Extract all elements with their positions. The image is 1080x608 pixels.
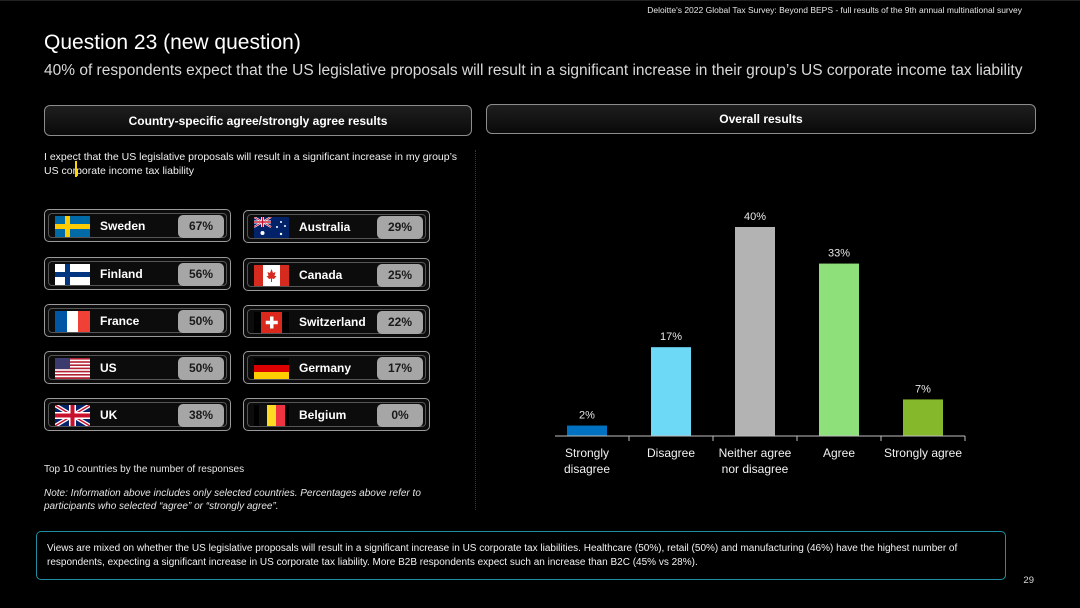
country-card-switzerland: Switzerland 22% xyxy=(243,305,430,338)
page-title: Question 23 (new question) xyxy=(44,31,301,54)
country-name: Finland xyxy=(100,267,143,281)
us-flag-icon xyxy=(55,358,90,379)
bar-value-label: 17% xyxy=(660,331,682,343)
bar-value-label: 7% xyxy=(915,383,931,395)
country-percentage: 22% xyxy=(377,311,423,334)
country-card-finland: Finland 56% xyxy=(44,257,231,290)
category-label: Neither agree nor disagree xyxy=(719,446,792,476)
germany-flag-icon xyxy=(254,358,289,379)
country-card-australia: Australia 29% xyxy=(243,210,430,243)
country-card-uk: UK 38% xyxy=(44,398,231,431)
country-name: Canada xyxy=(299,268,343,282)
country-name: US xyxy=(100,361,117,375)
country-card-us: US 50% xyxy=(44,351,231,384)
country-card-germany: Germany 17% xyxy=(243,351,430,384)
country-name: UK xyxy=(100,408,118,422)
bar-strongly-agree xyxy=(903,399,943,436)
page-number: 29 xyxy=(1023,575,1034,586)
country-percentage: 17% xyxy=(377,357,423,380)
top-countries-note: Top 10 countries by the number of respon… xyxy=(44,464,245,475)
overall-results-chart: 2% Strongly disagree 17% Disagree 40% Neither … xyxy=(555,211,966,476)
text-cursor xyxy=(75,161,77,177)
summary-box: Views are mixed on whether the US legisl… xyxy=(36,531,1006,580)
bar-strongly-disagree xyxy=(567,425,607,436)
question-text: I expect that the US legislative proposa… xyxy=(44,151,458,177)
bar-agree xyxy=(819,263,859,436)
category-label: Strongly disagree xyxy=(564,446,610,476)
category-label: Disagree xyxy=(647,446,695,460)
summary-text: Views are mixed on whether the US legisl… xyxy=(47,543,958,568)
country-results-header: Country-specific agree/strongly agree re… xyxy=(44,105,472,136)
country-name: Belgium xyxy=(299,408,347,422)
finland-flag-icon xyxy=(55,264,90,285)
country-percentage: 50% xyxy=(178,357,224,380)
bar-value-label: 40% xyxy=(744,211,766,223)
country-percentage: 25% xyxy=(377,264,423,287)
uk-flag-icon xyxy=(55,405,90,426)
belgium-flag-icon xyxy=(254,405,289,426)
sweden-flag-icon xyxy=(55,216,90,237)
canada-flag-icon xyxy=(254,265,289,286)
country-percentage: 38% xyxy=(178,404,224,427)
bar-value-label: 33% xyxy=(828,248,850,260)
country-name: France xyxy=(100,314,140,328)
page-subtitle: 40% of respondents expect that the US le… xyxy=(44,62,1023,79)
country-card-sweden: Sweden 67% xyxy=(44,209,231,242)
country-name: Germany xyxy=(299,361,352,375)
country-card-france: France 50% xyxy=(44,304,231,337)
report-topline: Deloitte's 2022 Global Tax Survey: Beyon… xyxy=(647,5,1022,15)
top-rule xyxy=(0,0,1080,1)
france-flag-icon xyxy=(55,311,90,332)
country-name: Switzerland xyxy=(299,315,366,329)
australia-flag-icon xyxy=(254,217,289,238)
country-name: Sweden xyxy=(100,219,146,233)
country-percentage: 67% xyxy=(178,215,224,238)
bar-disagree xyxy=(651,347,691,436)
overall-results-header: Overall results xyxy=(486,104,1036,134)
country-card-canada: Canada 25% xyxy=(243,258,430,291)
category-label: Agree xyxy=(823,446,855,460)
selection-note: Note: Information above includes only se… xyxy=(44,488,421,512)
panel-divider xyxy=(475,150,476,510)
bar-value-label: 2% xyxy=(579,410,595,422)
bar-neither-agree-nor-disagree xyxy=(735,227,775,436)
country-percentage: 50% xyxy=(178,310,224,333)
country-name: Australia xyxy=(299,220,351,234)
country-card-belgium: Belgium 0% xyxy=(243,398,430,431)
category-label: Strongly agree xyxy=(884,446,962,460)
country-percentage: 56% xyxy=(178,263,224,286)
country-percentage: 0% xyxy=(377,404,423,427)
country-percentage: 29% xyxy=(377,216,423,239)
switzerland-flag-icon xyxy=(254,312,289,333)
